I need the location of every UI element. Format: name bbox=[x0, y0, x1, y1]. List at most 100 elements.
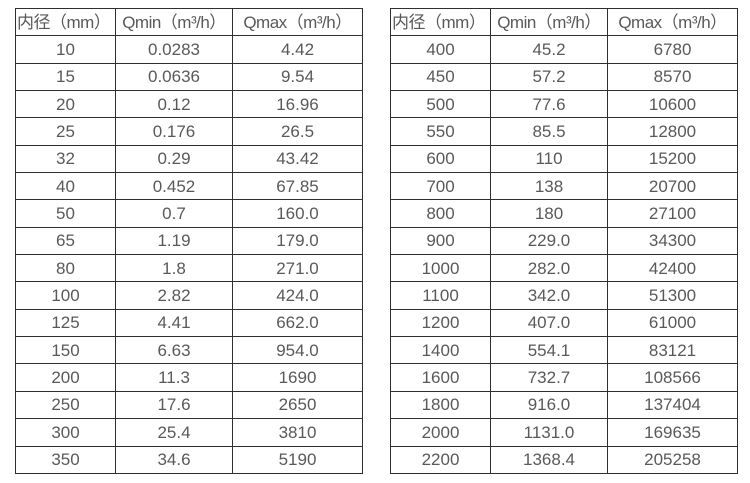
table-cell: 50 bbox=[15, 199, 116, 228]
table-cell: 65 bbox=[15, 226, 116, 256]
table-cell: 43.42 bbox=[232, 144, 363, 174]
table-row: 2200 1368.4 205258 bbox=[390, 445, 738, 474]
table-cell: 8570 bbox=[607, 62, 738, 92]
table-row: 1200 407.0 61000 bbox=[390, 308, 738, 338]
table-cell: 4.41 bbox=[115, 308, 233, 338]
table-cell: 11.3 bbox=[115, 363, 233, 392]
table-cell: 1600 bbox=[390, 363, 491, 392]
table-cell: 10600 bbox=[607, 90, 738, 119]
column-header: 内径（mm） bbox=[390, 7, 491, 37]
table-cell: 77.6 bbox=[490, 90, 608, 119]
table-cell: 16.96 bbox=[232, 90, 363, 119]
table-cell: 137404 bbox=[607, 390, 738, 420]
table-cell: 150 bbox=[15, 336, 116, 365]
table-cell: 2650 bbox=[232, 390, 363, 420]
table-row: 10 0.0283 4.42 bbox=[15, 35, 363, 64]
table-cell: 108566 bbox=[607, 363, 738, 392]
table-row: 250 17.6 2650 bbox=[15, 390, 363, 420]
table-row: 800 180 27100 bbox=[390, 199, 738, 228]
table-row: 20 0.12 16.96 bbox=[15, 90, 363, 119]
table-row: 40 0.452 67.85 bbox=[15, 172, 363, 201]
column-header: Qmax（m³/h） bbox=[607, 7, 738, 37]
table-row: 65 1.19 179.0 bbox=[15, 226, 363, 256]
table-cell: 25 bbox=[15, 117, 116, 146]
table-cell: 600 bbox=[390, 144, 491, 174]
table-cell: 2.82 bbox=[115, 281, 233, 310]
table-cell: 1131.0 bbox=[490, 418, 608, 447]
table-cell: 342.0 bbox=[490, 281, 608, 310]
table-row: 150 6.63 954.0 bbox=[15, 336, 363, 365]
table-cell: 1800 bbox=[390, 390, 491, 420]
flow-range-table-small-diameters: 内径（mm） Qmin（m³/h） Qmax（m³/h） 10 0.0283 4.42 15… bbox=[15, 7, 363, 474]
table-row: 500 77.6 10600 bbox=[390, 90, 738, 119]
table-row: 300 25.4 3810 bbox=[15, 418, 363, 447]
table-cell: 1400 bbox=[390, 336, 491, 365]
table-row: 2000 1131.0 169635 bbox=[390, 418, 738, 447]
table-cell: 100 bbox=[15, 281, 116, 310]
table-cell: 250 bbox=[15, 390, 116, 420]
table-cell: 32 bbox=[15, 144, 116, 174]
table-cell: 138 bbox=[490, 172, 608, 201]
table-cell: 6.63 bbox=[115, 336, 233, 365]
table-cell: 1000 bbox=[390, 254, 491, 283]
table-row: 25 0.176 26.5 bbox=[15, 117, 363, 146]
table-row: 1400 554.1 83121 bbox=[390, 336, 738, 365]
table-cell: 900 bbox=[390, 226, 491, 256]
table-cell: 300 bbox=[15, 418, 116, 447]
table-row: 80 1.8 271.0 bbox=[15, 254, 363, 283]
table-cell: 27100 bbox=[607, 199, 738, 228]
table-cell: 169635 bbox=[607, 418, 738, 447]
table-row: 1600 732.7 108566 bbox=[390, 363, 738, 392]
table-cell: 12800 bbox=[607, 117, 738, 146]
table-cell: 26.5 bbox=[232, 117, 363, 146]
table-cell: 25.4 bbox=[115, 418, 233, 447]
table-cell: 271.0 bbox=[232, 254, 363, 283]
table-cell: 61000 bbox=[607, 308, 738, 338]
table-cell: 954.0 bbox=[232, 336, 363, 365]
table-cell: 45.2 bbox=[490, 35, 608, 64]
table-cell: 57.2 bbox=[490, 62, 608, 92]
table-row: 1800 916.0 137404 bbox=[390, 390, 738, 420]
table-cell: 1.19 bbox=[115, 226, 233, 256]
table-cell: 1100 bbox=[390, 281, 491, 310]
table-row: 700 138 20700 bbox=[390, 172, 738, 201]
table-row: 100 2.82 424.0 bbox=[15, 281, 363, 310]
table-cell: 732.7 bbox=[490, 363, 608, 392]
table-cell: 0.176 bbox=[115, 117, 233, 146]
table-cell: 1.8 bbox=[115, 254, 233, 283]
table-cell: 2200 bbox=[390, 445, 491, 474]
table-cell: 15 bbox=[15, 62, 116, 92]
table-cell: 4.42 bbox=[232, 35, 363, 64]
table-cell: 0.29 bbox=[115, 144, 233, 174]
table-row: 50 0.7 160.0 bbox=[15, 199, 363, 228]
table-cell: 42400 bbox=[607, 254, 738, 283]
table-cell: 5190 bbox=[232, 445, 363, 474]
table-cell: 67.85 bbox=[232, 172, 363, 201]
table-cell: 20 bbox=[15, 90, 116, 119]
table-cell: 554.1 bbox=[490, 336, 608, 365]
table-cell: 0.0283 bbox=[115, 35, 233, 64]
table-cell: 110 bbox=[490, 144, 608, 174]
table-row: 600 110 15200 bbox=[390, 144, 738, 174]
column-header: Qmax（m³/h） bbox=[232, 7, 363, 37]
table-cell: 400 bbox=[390, 35, 491, 64]
table-cell: 282.0 bbox=[490, 254, 608, 283]
table-cell: 205258 bbox=[607, 445, 738, 474]
table-cell: 179.0 bbox=[232, 226, 363, 256]
column-header: Qmin（m³/h） bbox=[115, 7, 233, 37]
table-cell: 450 bbox=[390, 62, 491, 92]
table-row: 550 85.5 12800 bbox=[390, 117, 738, 146]
table-cell: 200 bbox=[15, 363, 116, 392]
table-cell: 160.0 bbox=[232, 199, 363, 228]
table-row: 1100 342.0 51300 bbox=[390, 281, 738, 310]
table-cell: 0.12 bbox=[115, 90, 233, 119]
table-cell: 17.6 bbox=[115, 390, 233, 420]
table-cell: 3810 bbox=[232, 418, 363, 447]
table-row: 200 11.3 1690 bbox=[15, 363, 363, 392]
table-cell: 9.54 bbox=[232, 62, 363, 92]
table-cell: 10 bbox=[15, 35, 116, 64]
flow-range-table-large-diameters: 内径（mm） Qmin（m³/h） Qmax（m³/h） 400 45.2 6780 450… bbox=[390, 7, 738, 474]
table-cell: 1690 bbox=[232, 363, 363, 392]
table-row: 1000 282.0 42400 bbox=[390, 254, 738, 283]
